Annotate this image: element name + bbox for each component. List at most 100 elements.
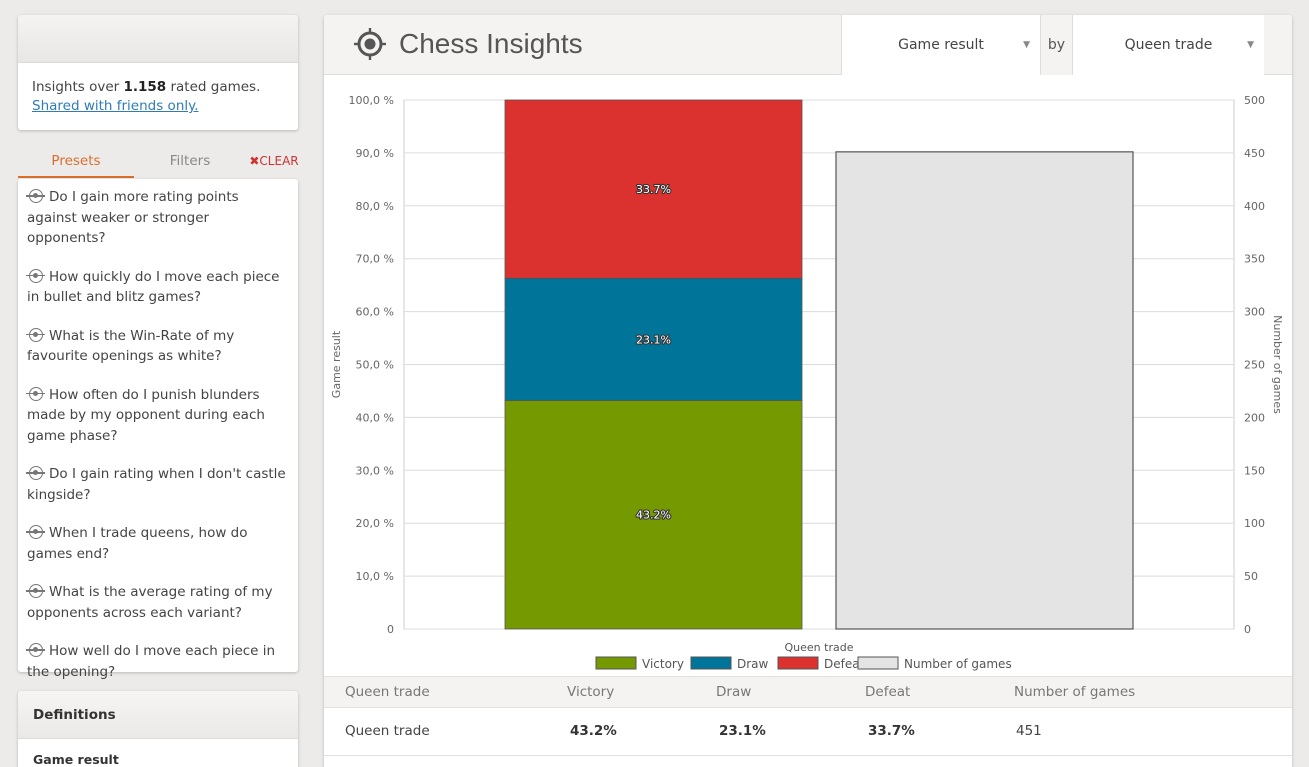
data-label-draw: 23.1% xyxy=(636,333,671,346)
preset-label: Do I gain rating when I don't castle kin… xyxy=(27,466,286,503)
column-header: Defeat xyxy=(865,684,911,700)
y2-axis-title: Number of games xyxy=(1271,315,1284,414)
y2-tick-label: 350 xyxy=(1244,253,1265,266)
preset-item[interactable]: Do I gain rating when I don't castle kin… xyxy=(26,464,288,505)
insights-prefix: Insights over xyxy=(32,79,124,95)
y2-tick-label: 500 xyxy=(1244,94,1265,107)
definitions-title: Definitions xyxy=(18,691,298,739)
y2-tick-label: 300 xyxy=(1244,306,1265,319)
data-label-defeat: 33.7% xyxy=(636,183,671,196)
legend-swatch-number-of-games xyxy=(857,656,899,670)
caret-down-icon: ▼ xyxy=(1023,40,1030,50)
metric-select[interactable]: Game result ▼ xyxy=(841,15,1040,75)
chart-bars xyxy=(504,99,1134,630)
legend-label-defeat: Defeat xyxy=(824,657,865,671)
target-icon xyxy=(26,386,45,401)
tab-filters[interactable]: Filters xyxy=(169,153,211,169)
presets-list: Do I gain more rating points against wea… xyxy=(18,179,298,680)
legend-swatch-victory xyxy=(595,656,637,670)
definitions-box: Definitions Game result xyxy=(18,691,298,767)
bar-defeat xyxy=(504,99,803,279)
y2-tick-label: 50 xyxy=(1244,570,1258,583)
preset-label: How well do I move each piece in the ope… xyxy=(27,643,276,680)
preset-item[interactable]: What is the average rating of my opponen… xyxy=(26,582,288,623)
preset-item[interactable]: How quickly do I move each piece in bull… xyxy=(26,267,288,308)
y2-tick-label: 450 xyxy=(1244,147,1265,160)
y-tick-label: 20,0 % xyxy=(356,517,394,530)
y-tick-label: 40,0 % xyxy=(356,411,394,424)
defeat-cell: 33.7% xyxy=(868,723,915,739)
column-header: Number of games xyxy=(1014,684,1136,700)
legend-swatch-draw xyxy=(690,656,732,670)
by-label: by xyxy=(1040,15,1072,75)
share-link[interactable]: Shared with friends only. xyxy=(32,98,199,114)
user-header-strip xyxy=(18,15,298,63)
dimension-select-value: Queen trade xyxy=(1124,37,1213,53)
bar-victory xyxy=(504,400,803,630)
y-tick-label: 90,0 % xyxy=(356,147,394,160)
column-header: Draw xyxy=(716,684,752,700)
y-tick-label: 100,0 % xyxy=(349,94,394,107)
legend-swatch-defeat xyxy=(777,656,819,670)
insights-summary-box: Insights over 1.158 rated games. Shared … xyxy=(18,15,298,130)
legend-label-draw: Draw xyxy=(737,657,769,671)
definition-term: Game result xyxy=(33,752,119,767)
row-label: Queen trade xyxy=(345,723,430,739)
preset-label: What is the average rating of my opponen… xyxy=(27,584,273,621)
target-icon xyxy=(26,584,45,598)
preset-label: What is the Win-Rate of my favourite ope… xyxy=(27,327,235,365)
chart-labels: 0 0 10,0 % 50 20,0 % 100 30,0 % 150 40,0 % 200 50,… xyxy=(330,94,1284,654)
chart-legend: Victory Draw Defeat Number of games xyxy=(595,656,1012,671)
insights-summary-text: Insights over 1.158 rated games. Shared … xyxy=(18,63,298,130)
table-row: Queen trade 43.2% 23.1% 33.7% 451 xyxy=(324,708,1292,756)
insights-header: Chess Insights Game result ▼ by Queen tr… xyxy=(324,15,1292,75)
table-header: Queen trade Victory Draw Defeat Number o… xyxy=(324,676,1292,708)
y2-tick-label: 100 xyxy=(1244,517,1265,530)
target-icon xyxy=(26,643,45,657)
y-tick-label: 30,0 % xyxy=(356,464,394,477)
preset-item[interactable]: How well do I move each piece in the ope… xyxy=(26,641,288,682)
preset-label: Do I gain more rating points against wea… xyxy=(27,189,239,246)
y2-tick-label: 0 xyxy=(1244,623,1251,636)
results-table: Queen trade Victory Draw Defeat Number o… xyxy=(324,676,1292,756)
y-tick-label: 60,0 % xyxy=(356,306,394,319)
target-icon xyxy=(26,189,45,203)
clear-filters-button[interactable]: ✖CLEAR xyxy=(249,154,299,168)
legend-label-number-of-games: Number of games xyxy=(904,657,1012,671)
target-logo-icon xyxy=(354,28,386,60)
data-label-victory: 43.2% xyxy=(636,509,671,522)
y-tick-label: 0 xyxy=(387,623,394,636)
victory-cell: 43.2% xyxy=(570,723,617,739)
games-count: 1.158 xyxy=(123,79,167,95)
insights-main-panel: Chess Insights Game result ▼ by Queen tr… xyxy=(324,15,1292,767)
target-icon xyxy=(26,525,45,539)
dimension-select[interactable]: Queen trade ▼ xyxy=(1072,15,1264,75)
y-tick-label: 50,0 % xyxy=(356,359,394,372)
column-header: Queen trade xyxy=(345,684,430,700)
preset-item[interactable]: How often do I punish blunders made by m… xyxy=(26,385,288,447)
draw-cell: 23.1% xyxy=(719,723,766,739)
y-tick-label: 80,0 % xyxy=(356,200,394,213)
legend-label-victory: Victory xyxy=(642,657,684,671)
y-tick-label: 70,0 % xyxy=(356,253,394,266)
y-axis-title: Game result xyxy=(330,330,343,398)
y2-tick-label: 400 xyxy=(1244,200,1265,213)
games-cell: 451 xyxy=(1016,723,1042,739)
column-header: Victory xyxy=(567,684,615,700)
preset-item[interactable]: Do I gain more rating points against wea… xyxy=(26,187,288,249)
y2-tick-label: 250 xyxy=(1244,359,1265,372)
caret-down-icon: ▼ xyxy=(1247,40,1254,50)
y2-tick-label: 150 xyxy=(1244,464,1265,477)
sidebar-tabs: Presets Filters ✖CLEAR xyxy=(18,148,302,178)
insights-suffix: rated games. xyxy=(166,79,261,95)
preset-label: When I trade queens, how do games end? xyxy=(27,525,248,562)
x-axis-title: Queen trade xyxy=(785,641,854,654)
bar-number-of-games xyxy=(835,151,1134,630)
metric-select-value: Game result xyxy=(898,37,984,53)
preset-label: How quickly do I move each piece in bull… xyxy=(27,268,280,306)
preset-item[interactable]: When I trade queens, how do games end? xyxy=(26,523,288,564)
preset-label: How often do I punish blunders made by m… xyxy=(27,386,265,444)
target-icon xyxy=(26,327,45,342)
preset-item[interactable]: What is the Win-Rate of my favourite ope… xyxy=(26,326,288,367)
tab-presets[interactable]: Presets xyxy=(18,148,134,178)
